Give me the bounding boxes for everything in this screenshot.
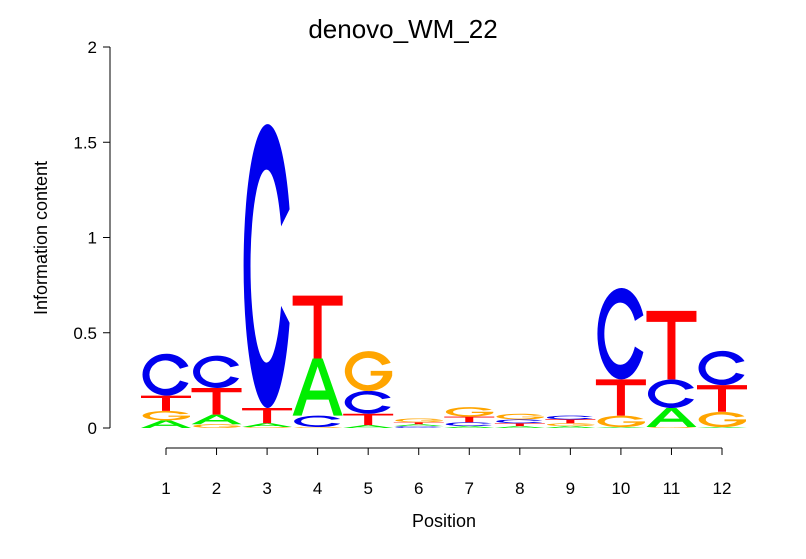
- logo-letter-C-pos4: [294, 415, 341, 428]
- logo-letter-C-pos9: [546, 415, 593, 420]
- logo-letter-A-pos10: [595, 427, 646, 428]
- logo-letter-C-pos6: [395, 426, 442, 428]
- logo-letter-T-pos1: [141, 395, 191, 411]
- logo-letter-C-pos11: [647, 379, 694, 408]
- logo-letter-T-pos8: [494, 423, 545, 427]
- logo-letter-G-pos9: [546, 423, 595, 427]
- x-tick-label: 8: [515, 479, 524, 498]
- logo-letter-A-pos4: [292, 358, 343, 416]
- y-tick-label: 1.5: [73, 133, 97, 152]
- x-tick-label: 12: [713, 479, 732, 498]
- logo-letter-T-pos3: [242, 407, 293, 424]
- logo-letter-T-pos10: [595, 379, 646, 416]
- logo-letter-G-pos8: [496, 413, 544, 420]
- logo-letter-G-pos11: [648, 427, 696, 429]
- x-tick-label: 4: [313, 479, 322, 498]
- x-axis-label: Position: [412, 511, 476, 531]
- logo-letter-G-pos10: [597, 415, 645, 428]
- logo-letter-G-pos7: [445, 407, 494, 417]
- logo-letter-C-pos1: [142, 353, 189, 396]
- logo-letter-A-pos1: [141, 420, 191, 428]
- logo-letter-T-pos2: [191, 387, 242, 415]
- logo-letter-G-pos4: [294, 427, 342, 429]
- logo-letter-T-pos11: [646, 310, 697, 380]
- x-tick-label: 5: [363, 479, 372, 498]
- logo-letter-A-pos12: [697, 427, 747, 428]
- logo-letter-T-pos4: [292, 295, 343, 359]
- logo-letter-G-pos3: [243, 427, 292, 429]
- logo-letter-G-pos5: [344, 351, 393, 392]
- logo-letter-T-pos7: [444, 416, 495, 423]
- x-tick-label: 10: [611, 479, 630, 498]
- logo-letter-A-pos8: [494, 426, 545, 428]
- logo-letter-G-pos1: [142, 410, 190, 421]
- logo-letter-T-pos6: [393, 422, 444, 425]
- logo-letter-A-pos11: [646, 407, 697, 428]
- logo-letter-C-pos5: [344, 390, 391, 414]
- y-axis-label: Information content: [31, 161, 51, 315]
- logo-letter-T-pos9: [545, 419, 596, 424]
- logo-letter-C-pos10: [597, 287, 644, 380]
- x-tick-label: 9: [566, 479, 575, 498]
- logo-letter-G-pos6: [395, 418, 443, 423]
- logo-letter-C-pos7: [445, 422, 492, 427]
- x-tick-label: 1: [161, 479, 170, 498]
- logo-letter-G-pos2: [193, 424, 241, 429]
- logo-letter-C-pos8: [496, 419, 543, 424]
- logo-letter-A-pos9: [545, 426, 596, 428]
- logo-letter-A-pos6: [393, 424, 444, 427]
- y-tick-label: 1: [88, 229, 97, 248]
- y-tick-label: 0: [88, 419, 97, 438]
- chart-title: denovo_WM_22: [308, 14, 497, 44]
- logo-letter-A-pos7: [444, 426, 495, 428]
- x-tick-label: 7: [465, 479, 474, 498]
- logo-letter-T-pos12: [697, 385, 747, 412]
- logo-letter-A-pos3: [242, 423, 293, 428]
- logo-letter-A-pos2: [191, 414, 242, 425]
- logo-letter-C-pos3: [243, 124, 290, 408]
- logo-letter-C-pos2: [193, 355, 240, 388]
- x-tick-label: 2: [212, 479, 221, 498]
- y-tick-label: 2: [88, 38, 97, 57]
- logo-letter-G-pos12: [698, 411, 746, 428]
- y-tick-label: 0.5: [73, 324, 97, 343]
- logo-letter-A-pos5: [343, 425, 394, 428]
- x-tick-label: 3: [262, 479, 271, 498]
- x-tick-label: 6: [414, 479, 423, 498]
- logo-letter-C-pos12: [698, 350, 745, 386]
- logo-letter-T-pos5: [343, 413, 394, 426]
- x-tick-label: 11: [663, 479, 681, 498]
